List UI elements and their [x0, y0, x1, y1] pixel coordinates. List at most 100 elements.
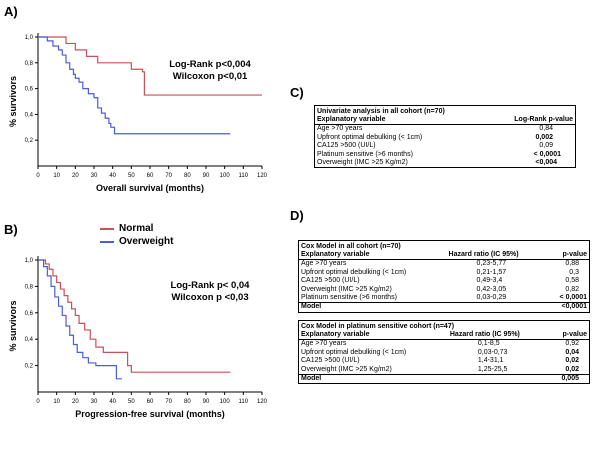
series-line-overweight [38, 36, 231, 135]
cox-model-all-table: Cox Model in all cohort (n=70) Explanato… [298, 240, 590, 313]
x-tick-label: 10 [53, 399, 60, 405]
y-axis-label: % survivors [8, 76, 18, 127]
x-tick-label: 120 [257, 173, 268, 179]
x-tick-label: 80 [184, 399, 191, 405]
y-tick-label: 1,0 [25, 35, 34, 41]
table-cell: Platinum sensitive (>6 months) [301, 294, 397, 302]
table-row: Overweight (IMC >25 Kg/m2) 1,25-25,5 0,0… [299, 366, 589, 375]
table-row: Platinum sensitive (>6 months) 0,03-0,29… [299, 294, 589, 303]
header-cell: Explanatory variable [299, 251, 447, 261]
model-row: Model 0,005 [299, 374, 589, 384]
table-row: Age >70 years 0,23-5,77 0,88 [299, 260, 589, 269]
y-axis-label: % survivors [8, 300, 18, 351]
table-cell: Model [299, 302, 447, 312]
series-line-overweight [38, 259, 122, 380]
x-tick-label: 100 [220, 399, 231, 405]
table-cell: 0,92 [565, 340, 579, 348]
table-cell: 0,02 [565, 365, 579, 373]
cox-model-platinum-table: Cox Model in platinum sensitive cohort (… [298, 320, 590, 385]
table-cell: <0,004 [535, 159, 557, 167]
table-cell: 0,005 [548, 374, 589, 384]
header-cell: p-value [546, 251, 589, 261]
table-cell: Age >70 years [301, 260, 347, 268]
x-tick-label: 30 [91, 399, 98, 405]
table-cell: 0,09 [539, 142, 553, 150]
panel-label-b: B) [4, 222, 18, 237]
x-tick-label: 70 [165, 173, 172, 179]
y-tick-label: 0,2 [25, 138, 34, 144]
y-tick-label: 0,8 [25, 284, 34, 290]
x-tick-label: 40 [109, 173, 116, 179]
table-cell: Upfront optimal debulking (< 1cm) [317, 133, 423, 141]
table-cell: 0,49-3,4 [476, 277, 503, 285]
x-tick-label: 120 [257, 399, 268, 405]
legend-item-normal: Normal [100, 223, 153, 234]
x-tick-label: 100 [220, 173, 231, 179]
x-tick-label: 50 [128, 399, 135, 405]
y-tick-label: 0,4 [25, 112, 34, 118]
table-row: CA125 >500 (UI/L) 1,4-31,1 0,02 [299, 357, 589, 365]
x-tick-label: 60 [147, 399, 154, 405]
x-axis-label: Progression-free survival (months) [75, 409, 225, 419]
table-cell: Model [299, 374, 448, 384]
x-tick-label: 110 [239, 173, 249, 179]
table-cell: CA125 >500 (UI/L) [301, 277, 360, 285]
x-tick-label: 30 [91, 173, 98, 179]
x-tick-label: 20 [72, 173, 79, 179]
stat-annotation: Log-Rank p<0,004 [169, 59, 251, 70]
y-tick-label: 0,6 [25, 87, 34, 93]
table-cell: 0,23-5,77 [476, 260, 507, 268]
stat-annotation: Log-Rank p< 0,04 [171, 280, 251, 291]
y-tick-label: 0,8 [25, 61, 34, 67]
table-row: Overweight (IMC >25 Kg/m2) 0,42-3,05 0,8… [299, 286, 589, 294]
stat-annotation: Wilcoxon p<0,01 [173, 71, 248, 82]
table-cell: 0,82 [565, 285, 579, 293]
table-cell: Overweight (IMC >25 Kg/m2) [317, 159, 408, 167]
x-tick-label: 50 [128, 173, 135, 179]
panel-label-a: A) [4, 4, 18, 19]
x-tick-label: 10 [53, 173, 60, 179]
table-row: Age >70 years 0,1-8,5 0,92 [299, 340, 589, 349]
legend-label-overweight: Overweight [119, 236, 174, 247]
header-cell: Hazard ratio (IC 95%) [446, 251, 547, 261]
x-tick-label: 110 [239, 399, 249, 405]
table-row: CA125 >500 (UI/L) 0,09 [315, 142, 575, 150]
x-tick-label: 70 [165, 399, 172, 405]
table-cell: Upfront optimal debulking (< 1cm) [301, 268, 407, 276]
table-row: Upfront optimal debulking (< 1cm) 0,03-0… [299, 349, 589, 357]
table-row: Age >70 years 0,84 [315, 125, 575, 134]
table-cell: Age >70 years [301, 340, 347, 348]
x-tick-label: 90 [203, 173, 210, 179]
legend-label-normal: Normal [119, 223, 154, 234]
x-tick-label: 0 [36, 173, 40, 179]
table-header-row: Explanatory variable Hazard ratio (IC 95… [299, 331, 589, 341]
stat-annotation: Wilcoxon p <0,03 [171, 292, 248, 303]
y-tick-label: 1,0 [25, 258, 34, 264]
series-line-normal [38, 259, 231, 373]
header-cell: p-value [548, 331, 589, 341]
header-cell: Hazard ratio (IC 95%) [447, 331, 549, 341]
table-cell [447, 374, 549, 384]
table-header-row: Explanatory variable Log-Rank p-value [315, 116, 575, 126]
table-cell: 0,1-8,5 [477, 340, 500, 348]
table-cell: 0,002 [535, 133, 553, 141]
legend-swatch-normal [100, 227, 114, 230]
progression-free-survival-chart: 0 10 20 30 40 50 60 70 80 90 100 110 120 0,2 0,4 0,6 0,8… [8, 256, 268, 419]
table-cell: 0,88 [565, 260, 579, 268]
y-tick-label: 0,4 [25, 337, 34, 343]
table-header-row: Explanatory variable Hazard ratio (IC 95… [299, 251, 589, 261]
table-cell: 0,02 [565, 357, 579, 365]
table-cell: < 0,0001 [559, 294, 587, 302]
table-cell: 0,21-1,57 [476, 268, 507, 276]
cox-model-platinum-title: Cox Model in platinum sensitive cohort (… [301, 323, 455, 330]
table-cell: CA125 >500 (UI/L) [317, 142, 376, 150]
table-cell: Platinum sensitive (>6 months) [317, 150, 413, 158]
x-axis-label: Overall survival (months) [96, 183, 204, 193]
series-line-normal [38, 36, 262, 96]
table-cell: Overweight (IMC >25 Kg/m2) [301, 365, 392, 373]
header-cell: Explanatory variable [315, 116, 481, 126]
table-cell: 1,25-25,5 [477, 365, 508, 373]
header-cell: Log-Rank p-value [480, 116, 575, 126]
table-cell: 1,4-31,1 [477, 357, 504, 365]
table-row: CA125 >500 (UI/L) 0,49-3,4 0,58 [299, 277, 589, 285]
